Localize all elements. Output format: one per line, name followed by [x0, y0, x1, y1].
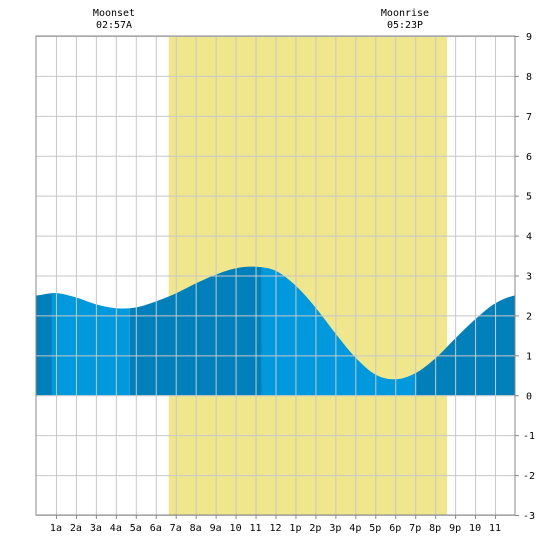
x-tick-label: 8a — [190, 523, 202, 534]
x-tick-label: 10 — [230, 523, 242, 534]
x-tick-label: 4p — [349, 523, 361, 534]
x-tick-label: 9p — [449, 523, 461, 534]
x-tick-label: 6a — [150, 523, 162, 534]
x-tick-label: 6p — [389, 523, 401, 534]
x-tick-label: 1a — [50, 523, 62, 534]
tide-segment-3 — [129, 266, 262, 396]
x-tick-label: 2a — [70, 523, 82, 534]
y-tick-label: -2 — [523, 471, 535, 482]
grid — [36, 36, 515, 516]
x-tick-label: 5a — [130, 523, 142, 534]
x-tick-label: 3p — [329, 523, 341, 534]
x-tick-label: 7p — [409, 523, 421, 534]
moonset-label: Moonset — [93, 8, 135, 19]
x-tick-label: 3a — [90, 523, 102, 534]
x-tick-label: 5p — [369, 523, 381, 534]
y-tick-label: 5 — [526, 192, 532, 203]
tide-segment-1 — [36, 293, 52, 396]
y-tick-label: 4 — [526, 232, 532, 243]
x-tick-label: 10 — [469, 523, 481, 534]
x-tick-label: 9a — [210, 523, 222, 534]
x-tick-label: 1p — [289, 523, 301, 534]
y-tick-label: 2 — [526, 311, 532, 322]
moonset-time: 02:57A — [96, 20, 132, 31]
y-axis: -3 -2 -1 0 1 2 3 4 5 6 7 8 9 — [515, 32, 535, 522]
y-tick-label: 7 — [526, 112, 532, 123]
y-tick-label: 9 — [526, 32, 532, 43]
y-tick-label: 0 — [526, 391, 532, 402]
x-tick-label: 8p — [429, 523, 441, 534]
x-tick-label: 2p — [309, 523, 321, 534]
tide-segment-2 — [51, 293, 130, 396]
y-tick-label: 6 — [526, 152, 532, 163]
y-tick-label: 1 — [526, 351, 532, 362]
tide-segment-5 — [415, 295, 515, 396]
x-tick-label: 12 — [269, 523, 281, 534]
x-tick-label: 11 — [250, 523, 262, 534]
tide-area — [36, 266, 515, 396]
y-tick-label: 3 — [526, 272, 532, 283]
tide-segment-4 — [261, 267, 416, 396]
moonrise-time: 05:23P — [387, 20, 423, 31]
y-tick-label: 8 — [526, 72, 532, 83]
x-tick-label: 7a — [170, 523, 182, 534]
x-tick-label: 11 — [489, 523, 501, 534]
x-tick-label: 4a — [110, 523, 122, 534]
moonrise-label: Moonrise — [381, 8, 429, 19]
y-tick-label: -1 — [523, 431, 535, 442]
y-tick-label: -3 — [523, 511, 535, 522]
x-axis: 1a 2a 3a 4a 5a 6a 7a 8a 9a 10 11 12 1p 2p 3p 4p 5p 6p 7p 8p… — [50, 515, 501, 534]
